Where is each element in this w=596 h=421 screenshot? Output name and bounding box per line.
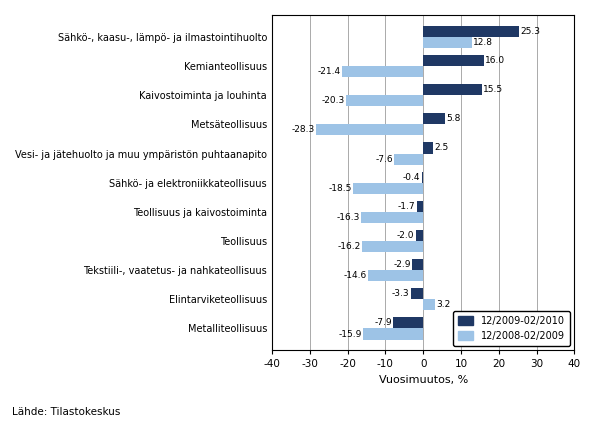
Text: -7.9: -7.9 [374,318,392,328]
Text: -16.2: -16.2 [337,242,361,251]
Bar [353,183,423,194]
Text: -1.7: -1.7 [398,202,415,211]
X-axis label: Vuosimuutos, %: Vuosimuutos, % [378,375,468,385]
Bar [395,154,423,165]
Text: -16.3: -16.3 [337,213,360,222]
Bar [421,172,423,183]
Text: -20.3: -20.3 [322,96,345,105]
Text: 5.8: 5.8 [446,115,461,123]
Text: -18.5: -18.5 [328,184,352,193]
Text: -7.6: -7.6 [375,155,393,164]
Bar [415,230,423,241]
Text: 12.8: 12.8 [473,38,493,47]
Text: -28.3: -28.3 [291,125,315,134]
Bar [423,84,482,95]
Bar [417,201,423,212]
Bar [423,299,435,310]
Bar [346,95,423,106]
Text: -2.0: -2.0 [396,231,414,240]
Text: Lähde: Tilastokeskus: Lähde: Tilastokeskus [12,407,120,417]
Bar [423,142,433,154]
Text: 2.5: 2.5 [434,144,448,152]
Text: -2.9: -2.9 [393,260,411,269]
Bar [423,26,519,37]
Bar [423,113,445,124]
Text: -3.3: -3.3 [392,289,409,298]
Bar [393,317,423,328]
Text: -0.4: -0.4 [403,173,420,181]
Text: 15.5: 15.5 [483,85,504,94]
Text: -15.9: -15.9 [338,330,362,338]
Text: -14.6: -14.6 [343,271,367,280]
Bar [342,66,423,77]
Text: 3.2: 3.2 [437,300,451,309]
Bar [363,328,423,340]
Bar [411,288,423,299]
Legend: 12/2009-02/2010, 12/2008-02/2009: 12/2009-02/2010, 12/2008-02/2009 [454,311,570,346]
Text: 16.0: 16.0 [485,56,505,65]
Text: 25.3: 25.3 [520,27,541,36]
Bar [423,55,484,66]
Bar [412,259,423,270]
Bar [316,124,423,136]
Bar [362,212,423,223]
Bar [362,241,423,252]
Bar [368,270,423,281]
Bar [423,37,471,48]
Text: -21.4: -21.4 [318,67,341,76]
